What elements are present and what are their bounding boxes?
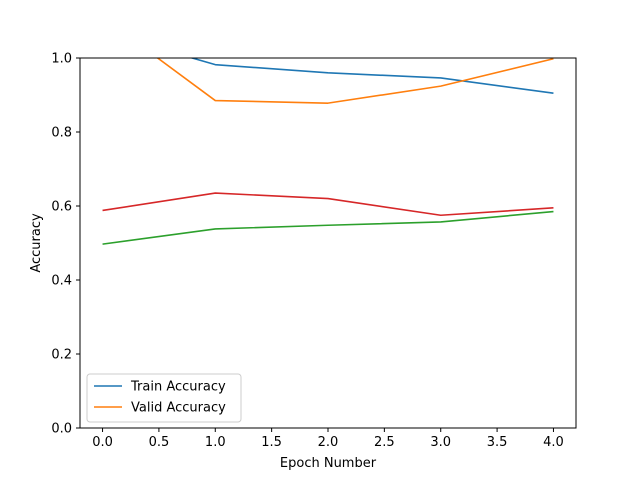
- legend-label: Valid Accuracy: [131, 401, 226, 416]
- x-tick-label: 0.5: [149, 435, 170, 450]
- y-tick-label: 1.0: [51, 52, 72, 67]
- y-tick-label: 0.4: [51, 274, 72, 289]
- x-axis-title: Epoch Number: [280, 456, 377, 471]
- train-accuracy-line: [189, 58, 554, 94]
- legend: Train Accuracy Valid Accuracy: [86, 373, 242, 423]
- x-tick-label: 3.5: [487, 435, 508, 450]
- x-tick-label: 1.0: [205, 435, 226, 450]
- legend-label: Train Accuracy: [130, 380, 226, 395]
- y-tick-label: 0.0: [51, 422, 72, 437]
- y-tick-label: 0.6: [51, 200, 72, 215]
- x-tick-label: 2.0: [318, 435, 339, 450]
- valid-accuracy-line: [156, 58, 554, 104]
- y-axis-title: Accuracy: [29, 213, 44, 273]
- y-axis: 0.0 0.2 0.4 0.6 0.8 1.0: [51, 52, 80, 437]
- plot-background: [80, 58, 576, 428]
- y-tick-label: 0.2: [51, 348, 72, 363]
- x-tick-label: 4.0: [543, 435, 564, 450]
- x-tick-label: 2.5: [374, 435, 395, 450]
- legend-box: [86, 373, 242, 423]
- series-layer: [102, 58, 554, 245]
- series-3-line: [102, 192, 554, 217]
- x-tick-label: 1.5: [261, 435, 282, 450]
- x-tick-label: 0.0: [92, 435, 113, 450]
- y-tick-label: 0.8: [51, 126, 72, 141]
- series-4-line: [102, 210, 554, 245]
- x-tick-label: 3.0: [430, 435, 451, 450]
- x-axis: 0.0 0.5 1.0 1.5 2.0 2.5 3.0 3.5 4.0: [92, 428, 564, 450]
